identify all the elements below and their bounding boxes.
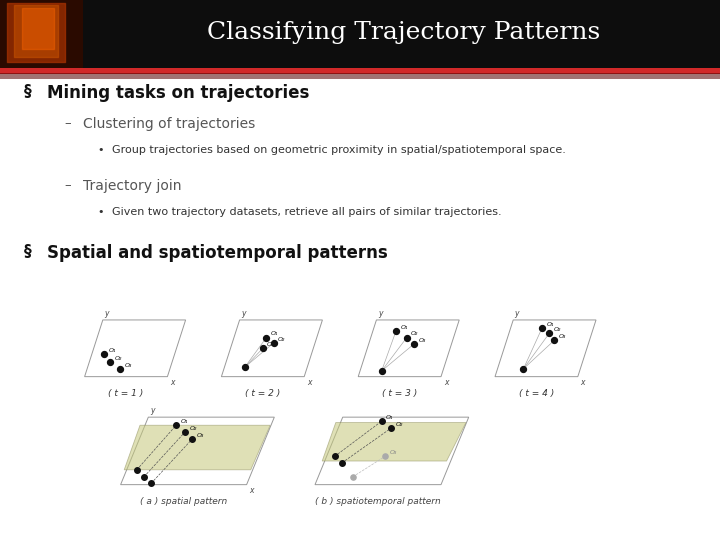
Point <box>131 465 143 474</box>
Point <box>186 435 198 443</box>
Point <box>549 336 560 345</box>
Text: ( a ) spatial pattern: ( a ) spatial pattern <box>140 497 228 505</box>
Point <box>145 479 157 488</box>
Text: O₂: O₂ <box>278 337 285 342</box>
Text: O₁: O₁ <box>181 419 188 424</box>
Polygon shape <box>125 426 270 470</box>
Text: O₃: O₃ <box>390 450 397 455</box>
Text: ( t = 3 ): ( t = 3 ) <box>382 389 417 397</box>
Text: §: § <box>24 84 32 99</box>
Text: •: • <box>97 145 104 156</box>
Text: Spatial and spatiotemporal patterns: Spatial and spatiotemporal patterns <box>47 244 387 261</box>
Polygon shape <box>323 422 466 461</box>
Text: §: § <box>24 244 32 259</box>
Text: O₁: O₁ <box>400 325 408 330</box>
Text: Trajectory join: Trajectory join <box>83 179 181 193</box>
Text: O₁: O₁ <box>386 415 393 420</box>
Text: O₃: O₃ <box>197 433 204 438</box>
Text: Given two trajectory datasets, retrieve all pairs of similar trajectories.: Given two trajectory datasets, retrieve … <box>112 207 501 217</box>
Text: Mining tasks on trajectories: Mining tasks on trajectories <box>47 84 309 102</box>
Text: x: x <box>250 486 254 495</box>
Point <box>408 340 420 348</box>
Bar <box>0 0 83 68</box>
Point <box>329 452 341 461</box>
Point <box>376 367 387 375</box>
Point <box>114 364 126 373</box>
Text: O₃: O₃ <box>559 334 566 339</box>
Bar <box>0 68 720 74</box>
Text: O₃: O₃ <box>267 342 274 347</box>
Text: •: • <box>97 207 104 217</box>
Text: ( t = 1 ): ( t = 1 ) <box>109 389 143 397</box>
Text: y: y <box>150 406 154 415</box>
Text: O₂: O₂ <box>554 327 561 332</box>
Text: O₂: O₂ <box>411 332 418 336</box>
Point <box>239 363 251 372</box>
Text: x: x <box>444 378 449 387</box>
Text: ( t = 4 ): ( t = 4 ) <box>519 389 554 397</box>
Point <box>99 349 110 358</box>
Point <box>379 452 391 461</box>
Text: x: x <box>171 378 175 387</box>
Point <box>336 458 348 467</box>
Text: –: – <box>65 117 71 130</box>
Point <box>390 327 402 335</box>
Text: x: x <box>307 378 312 387</box>
Point <box>138 472 150 481</box>
Text: Classifying Trajectory Patterns: Classifying Trajectory Patterns <box>207 21 600 44</box>
Text: x: x <box>580 378 585 387</box>
Point <box>385 424 397 433</box>
Point <box>261 333 272 342</box>
Text: y: y <box>378 309 382 318</box>
Point <box>171 421 182 429</box>
Point <box>257 344 269 353</box>
Text: Group trajectories based on geometric proximity in spatial/spatiotemporal space.: Group trajectories based on geometric pr… <box>112 145 565 156</box>
Text: O₃: O₃ <box>125 363 132 368</box>
Point <box>268 339 279 347</box>
Point <box>401 333 413 342</box>
Text: y: y <box>104 309 109 318</box>
Bar <box>0 73 720 79</box>
Text: –: – <box>65 179 71 192</box>
Text: ( t = 2 ): ( t = 2 ) <box>246 389 280 397</box>
Text: O₃: O₃ <box>418 338 426 343</box>
Text: O₁: O₁ <box>271 332 278 336</box>
Text: Clustering of trajectories: Clustering of trajectories <box>83 117 255 131</box>
Point <box>179 428 191 436</box>
Text: O₁: O₁ <box>546 322 554 327</box>
Text: O₁: O₁ <box>109 348 116 353</box>
Text: O₂: O₂ <box>114 356 122 361</box>
Point <box>536 323 548 332</box>
Point <box>544 329 555 338</box>
Text: O₂: O₂ <box>395 422 402 427</box>
Text: O₂: O₂ <box>189 426 197 431</box>
Point <box>347 472 359 481</box>
Point <box>376 417 387 426</box>
Text: ( b ) spatiotemporal pattern: ( b ) spatiotemporal pattern <box>315 497 441 505</box>
Text: y: y <box>241 309 246 318</box>
Point <box>104 357 116 366</box>
Bar <box>0 0 720 68</box>
Point <box>518 364 529 373</box>
Text: y: y <box>515 309 519 318</box>
